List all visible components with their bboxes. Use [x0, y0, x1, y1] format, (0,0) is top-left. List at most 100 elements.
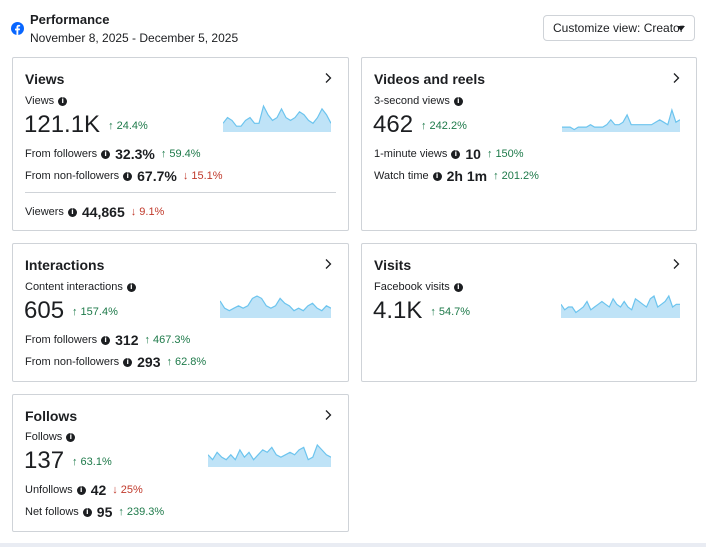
info-icon[interactable]: i — [67, 207, 77, 217]
arrow-down-icon: ↓ — [112, 484, 118, 496]
main-delta: ↑ 63.1% — [72, 456, 112, 468]
info-icon[interactable]: i — [82, 507, 92, 517]
sparkline-line — [561, 294, 680, 314]
row-label: 1-minute views — [374, 148, 448, 160]
views-label-text: Views — [25, 95, 55, 107]
chevron-right-icon[interactable] — [323, 409, 333, 421]
arrow-up-icon: ↑ — [421, 120, 427, 132]
row-value: 10 — [465, 146, 481, 162]
row-value: 2h 1m — [446, 168, 488, 184]
info-icon[interactable]: i — [451, 149, 461, 159]
row-delta-text: 25% — [120, 484, 143, 496]
videos-and-reels-card[interactable]: Videos and reels 3-second views i 462 ↑ 24… — [361, 57, 697, 231]
info-icon[interactable]: i — [58, 96, 68, 106]
info-icon[interactable]: i — [432, 171, 442, 181]
label-text: Follows — [25, 431, 63, 443]
card-title: Interactions — [25, 257, 105, 273]
follows-label: Follows i — [25, 431, 76, 443]
interactions-sparkline — [220, 295, 331, 318]
row-delta-text: 15.1% — [191, 170, 223, 182]
sparkline-area — [562, 110, 680, 132]
row-delta-text: 59.4% — [169, 148, 201, 160]
views-number: 121.1K — [24, 111, 101, 138]
row-value: 42 — [90, 482, 107, 498]
sparkline-line — [562, 108, 680, 131]
card-title: Videos and reels — [374, 71, 486, 87]
chevron-right-icon[interactable] — [671, 258, 681, 270]
bottom-scroll-edge — [0, 543, 706, 547]
row-delta-text: 467.3% — [152, 334, 191, 346]
row-delta-text: 201.2% — [501, 170, 539, 182]
performance-header: Performance November 8, 2025 - December … — [0, 0, 706, 52]
chevron-right-icon[interactable] — [323, 72, 333, 84]
sparkline-line — [220, 295, 331, 312]
info-icon[interactable]: i — [453, 282, 463, 292]
main-delta-text: 157.4% — [80, 306, 118, 318]
info-icon[interactable]: i — [101, 335, 111, 345]
row-delta-text: 150% — [495, 148, 524, 160]
info-icon[interactable]: i — [453, 96, 463, 106]
row-delta-text: 239.3% — [126, 506, 165, 518]
info-icon[interactable]: i — [101, 149, 111, 159]
customize-view-dropdown[interactable]: Customize view: Creator — [543, 15, 695, 41]
row-label: Watch time — [374, 170, 429, 182]
visits-card[interactable]: Visits Facebook visits i 4.1K ↑ 54.7% — [361, 243, 697, 382]
arrow-up-icon: ↑ — [166, 356, 173, 368]
page-title: Performance — [30, 12, 110, 27]
visits-sparkline — [561, 294, 680, 318]
row-value: 312 — [115, 332, 139, 348]
net-follows-row: Net follows i 95 ↑ 239.3% — [25, 504, 164, 520]
sparkline-area — [220, 296, 331, 318]
main-number: 4.1K — [373, 297, 423, 324]
row-label: Unfollows — [25, 484, 73, 496]
info-icon[interactable]: i — [76, 485, 86, 495]
unfollows-row: Unfollows i 42 ↓ 25% — [25, 482, 143, 498]
main-delta-text: 63.1% — [80, 456, 112, 468]
info-icon[interactable]: i — [123, 171, 133, 181]
arrow-down-icon: ↓ — [182, 170, 189, 182]
card-title: Views — [25, 71, 65, 87]
main-number: 462 — [373, 111, 414, 138]
arrow-up-icon: ↑ — [118, 506, 124, 518]
row-label: From non-followers — [25, 170, 120, 182]
row-delta: ↑ 150% — [487, 148, 524, 160]
row-label: From followers — [25, 148, 98, 160]
interactions-card[interactable]: Interactions Content interactions i 605 ↑… — [12, 243, 349, 382]
chevron-right-icon[interactable] — [671, 72, 681, 84]
label-text: Content interactions — [25, 281, 123, 293]
info-icon[interactable]: i — [126, 282, 136, 292]
three-second-views-label: 3-second views i — [374, 95, 463, 107]
date-range: November 8, 2025 - December 5, 2025 — [30, 31, 239, 45]
from-non-followers-row: From non-followers i 67.7% ↓ 15.1% — [25, 168, 223, 184]
facebook-visits-value: 4.1K ↑ 54.7% — [373, 297, 470, 325]
follows-card[interactable]: Follows Follows i 137 ↑ 63.1% Unfollows i 4… — [12, 394, 349, 532]
sparkline-line — [208, 443, 331, 461]
arrow-up-icon: ↑ — [493, 170, 499, 182]
arrow-up-icon: ↑ — [108, 120, 114, 132]
info-icon[interactable]: i — [123, 357, 133, 367]
views-card[interactable]: Views Views i 121.1K ↑ 24.4% From follower… — [12, 57, 349, 231]
row-delta-text: 62.8% — [175, 356, 207, 368]
main-delta: ↑ 54.7% — [430, 306, 470, 318]
one-minute-views-row: 1-minute views i 10 ↑ 150% — [374, 146, 524, 162]
arrow-up-icon: ↑ — [430, 306, 436, 318]
sparkline-line — [223, 104, 331, 127]
three-second-views-value: 462 ↑ 242.2% — [373, 111, 467, 139]
views-delta: ↑ 24.4% — [108, 120, 148, 132]
sparkline-area — [223, 106, 331, 132]
content-interactions-value: 605 ↑ 157.4% — [24, 297, 118, 325]
arrow-up-icon: ↑ — [72, 456, 78, 468]
row-delta: ↑ 59.4% — [161, 148, 201, 160]
info-icon[interactable]: i — [66, 432, 76, 442]
chevron-right-icon[interactable] — [323, 258, 333, 270]
row-delta: ↑ 201.2% — [493, 170, 539, 182]
watch-time-row: Watch time i 2h 1m ↑ 201.2% — [374, 168, 539, 184]
sparkline-area — [208, 445, 331, 467]
row-delta: ↑ 62.8% — [167, 356, 207, 368]
row-label: Viewers — [25, 206, 64, 218]
main-delta: ↑ 157.4% — [72, 306, 118, 318]
views-label: Views i — [25, 95, 68, 107]
from-non-followers-row: From non-followers i 293 ↑ 62.8% — [25, 354, 206, 370]
content-interactions-label: Content interactions i — [25, 281, 136, 293]
main-delta: ↑ 242.2% — [421, 120, 467, 132]
